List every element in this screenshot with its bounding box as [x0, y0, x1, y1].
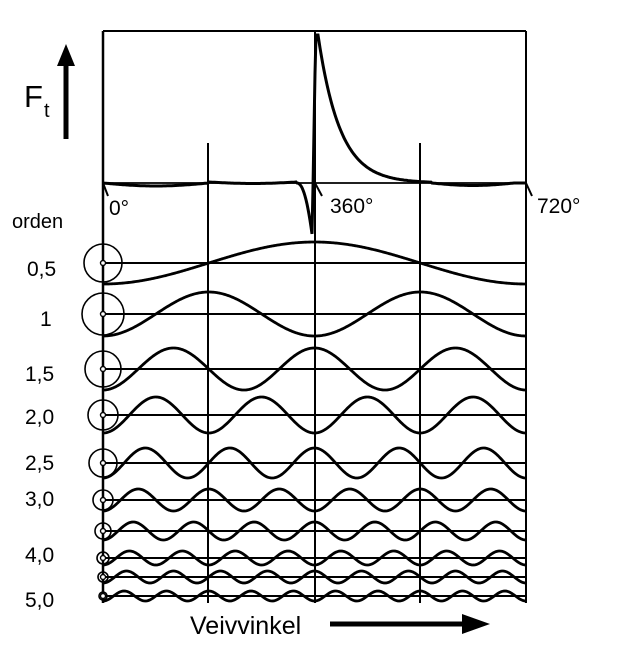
harmonic-wave — [102, 549, 527, 567]
angle-label-720: 720° — [537, 195, 580, 218]
force-label-main: F — [24, 79, 43, 114]
phasor-circle — [97, 571, 109, 583]
phasor-circle — [83, 243, 123, 283]
angle-label-0: 0° — [109, 197, 129, 220]
phasor-center — [99, 496, 107, 504]
harmonic-wave — [102, 520, 527, 542]
order-label-2-0: 2,0 — [25, 406, 54, 429]
phasor-center — [99, 365, 107, 373]
harmonic-order-5 — [98, 589, 527, 603]
phasor-circle — [88, 448, 118, 478]
harmonic-wave — [102, 395, 527, 435]
harmonic-order-4-5 — [97, 569, 527, 585]
harmonic-order-3 — [92, 487, 527, 513]
phasor-center — [99, 573, 107, 581]
phasor-circle — [81, 292, 125, 336]
tick-720 — [525, 182, 533, 197]
order-label-1-5: 1,5 — [25, 363, 54, 386]
harmonic-order-1-5 — [84, 346, 527, 392]
phasor-circle — [98, 591, 108, 601]
order-label-4-0: 4,0 — [25, 544, 54, 567]
phasor-center — [99, 310, 107, 318]
angle-label-360: 360° — [330, 195, 373, 218]
order-label-1: 1 — [40, 308, 52, 331]
tick-360 — [314, 182, 323, 197]
harmonic-wave — [102, 589, 527, 603]
x-axis-label: Veivvinkel — [190, 612, 301, 640]
harmonic-order-1 — [81, 290, 527, 338]
phasor-circle — [94, 522, 112, 540]
phasor-center — [99, 554, 107, 562]
harmonic-wave — [103, 240, 526, 286]
harmonic-wave — [102, 569, 527, 585]
phasor-circle — [84, 350, 122, 388]
harmonic-components — [81, 240, 527, 603]
order-label-2-5: 2,5 — [25, 452, 54, 475]
harmonic-order-2 — [87, 395, 527, 435]
tick-0 — [102, 182, 109, 197]
phasor-center — [99, 411, 107, 419]
angle-tick-marks — [102, 182, 533, 197]
harmonic-order-4 — [96, 549, 527, 567]
force-up-arrow — [57, 44, 75, 139]
force-axis-label: F t — [24, 79, 50, 122]
harmonic-order-0-5 — [83, 240, 526, 286]
order-label-0-5: 0,5 — [27, 258, 56, 281]
order-label-5-0: 5,0 — [25, 589, 54, 612]
phasor-circle — [87, 399, 119, 431]
order-header: orden — [12, 211, 63, 233]
x-axis-arrow — [330, 614, 490, 634]
harmonic-order-2-5 — [88, 446, 527, 480]
tangential-force-curve — [102, 33, 526, 235]
harmonic-wave — [102, 446, 527, 480]
phasor-circle — [96, 551, 110, 565]
phasor-center — [99, 592, 107, 600]
harmonic-order-3-5 — [94, 520, 527, 542]
order-label-3-0: 3,0 — [25, 488, 54, 511]
phasor-center — [99, 527, 107, 535]
phasor-center — [99, 259, 107, 267]
force-label-subscript: t — [44, 100, 50, 122]
phasor-circle — [92, 489, 114, 511]
harmonic-wave — [102, 346, 527, 392]
harmonic-wave — [102, 290, 527, 338]
phasor-center — [99, 459, 107, 467]
harmonic-wave — [102, 487, 527, 513]
